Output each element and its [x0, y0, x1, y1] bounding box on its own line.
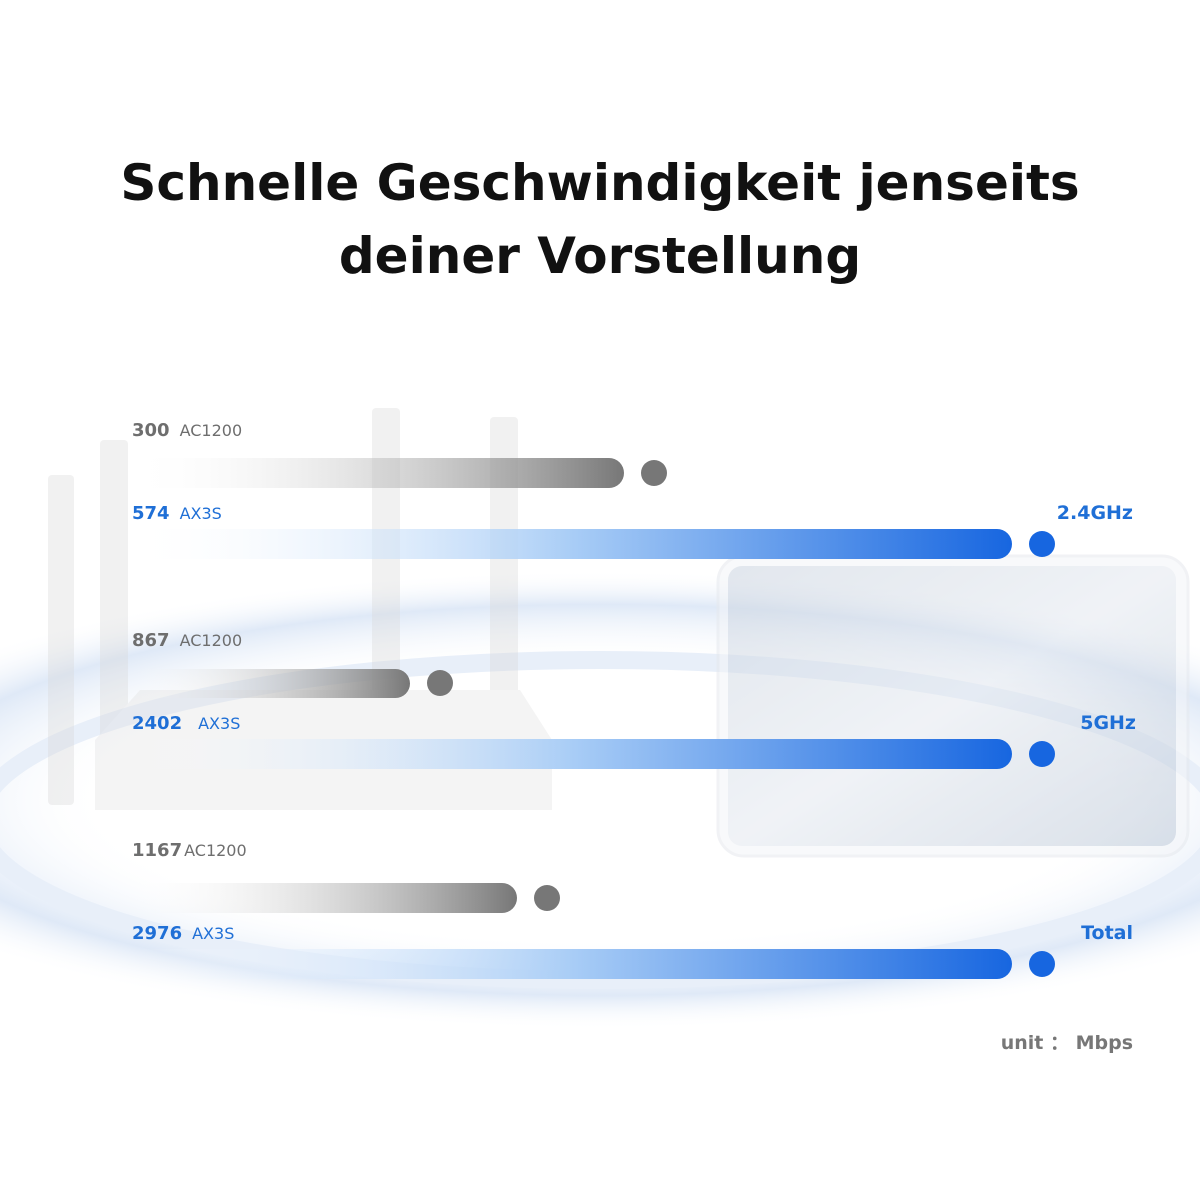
background-ripple: [0, 651, 1200, 989]
row-label: 300 AC1200: [132, 420, 242, 441]
model-name: AC1200: [180, 631, 243, 650]
row-label: 867 AC1200: [132, 630, 242, 651]
bar-dot: [641, 460, 667, 486]
row-label: 1167 AC1200: [132, 840, 247, 861]
speed-value: 2402: [132, 713, 182, 734]
row-label: 2976 AX3S: [132, 923, 234, 944]
title: Schnelle Geschwindigkeit jenseits: [120, 154, 1079, 212]
speed-value: 2976: [132, 923, 182, 944]
bar: [130, 739, 1012, 769]
model-name: AC1200: [184, 841, 247, 860]
group-label: 5GHz: [1080, 712, 1136, 734]
bar-dot: [1029, 741, 1055, 767]
tablet-illustration: [716, 554, 1190, 858]
bar: [130, 529, 1012, 559]
speed-value: 574: [132, 503, 170, 524]
bar-dot: [427, 670, 453, 696]
speed-value: 1167: [132, 840, 182, 861]
bar: [130, 458, 624, 488]
model-name: AX3S: [198, 714, 240, 733]
model-name: AX3S: [192, 924, 234, 943]
bar-dot: [1029, 531, 1055, 557]
group-label: Total: [1081, 922, 1133, 944]
bar-dot: [534, 885, 560, 911]
bar: [130, 949, 1012, 979]
title: deiner Vorstellung: [339, 227, 861, 285]
bar: [130, 669, 410, 698]
speed-value: 867: [132, 630, 170, 651]
row-label: 574 AX3S: [132, 503, 222, 524]
row-label: 2402 AX3S: [132, 713, 240, 734]
speed-value: 300: [132, 420, 170, 441]
bar-dot: [1029, 951, 1055, 977]
group-label: 2.4GHz: [1057, 502, 1133, 524]
unit-note: unit ： Mbps: [1001, 1032, 1133, 1054]
bar: [130, 883, 517, 913]
model-name: AX3S: [180, 504, 222, 523]
model-name: AC1200: [180, 421, 243, 440]
